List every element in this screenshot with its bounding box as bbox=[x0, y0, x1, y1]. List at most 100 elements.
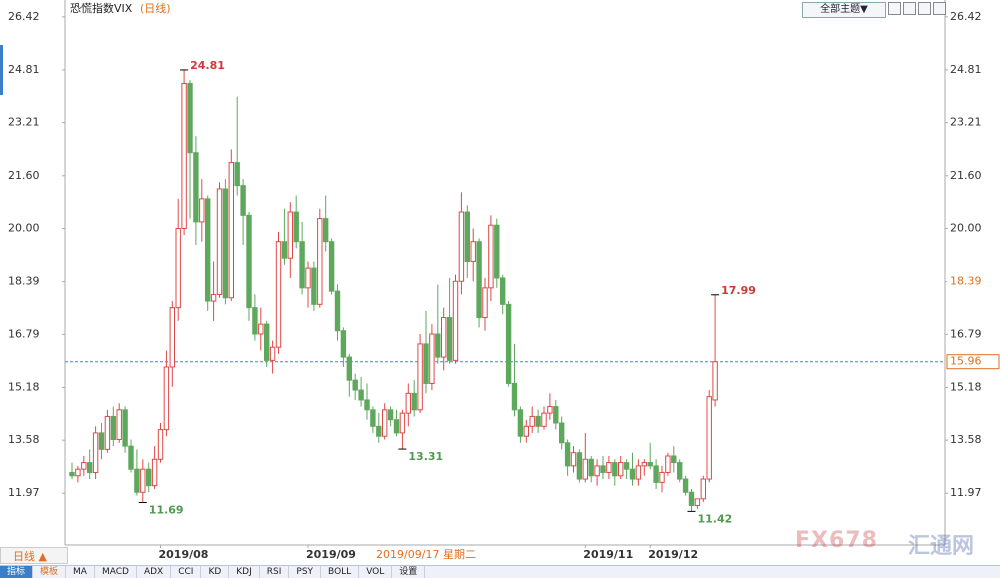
candle-body bbox=[417, 343, 423, 411]
tab[interactable]: KDJ bbox=[229, 566, 260, 578]
tab[interactable]: PSY bbox=[289, 566, 322, 578]
candle-body bbox=[500, 277, 506, 305]
y-tick-label: 24.81 bbox=[950, 63, 982, 76]
candle-body bbox=[122, 409, 128, 447]
candle-body bbox=[157, 429, 164, 460]
candle-body bbox=[364, 399, 370, 411]
candle-body bbox=[258, 323, 264, 335]
current-label: 15.96 bbox=[950, 355, 982, 368]
candle-body bbox=[370, 409, 376, 427]
x-tick-label: 2019/12 bbox=[648, 548, 698, 561]
y-tick-label: 18.39 bbox=[8, 275, 40, 288]
y-tick-label: 16.79 bbox=[8, 327, 40, 340]
candle-body bbox=[494, 224, 500, 279]
period-label: (日线) bbox=[140, 1, 171, 15]
candle-body bbox=[128, 445, 134, 470]
candle-body bbox=[476, 241, 482, 319]
candle-body bbox=[264, 323, 270, 361]
candle-body bbox=[600, 465, 606, 473]
y-tick-label: 21.60 bbox=[8, 169, 40, 182]
candle-body bbox=[488, 224, 494, 289]
tab[interactable]: 模板 bbox=[33, 566, 67, 578]
tab[interactable]: KD bbox=[201, 566, 230, 578]
x-tick-label: 2019/09 bbox=[306, 548, 356, 561]
tab[interactable]: MACD bbox=[95, 566, 137, 578]
y-tick-label: 16.79 bbox=[950, 327, 982, 340]
y-tick-label: 21.60 bbox=[950, 169, 982, 182]
tab[interactable]: RSI bbox=[260, 566, 290, 578]
tab[interactable]: 指标 bbox=[0, 566, 34, 578]
candle-body bbox=[323, 218, 329, 243]
candle-body bbox=[393, 419, 400, 434]
candle-body bbox=[694, 498, 701, 506]
background bbox=[0, 0, 1000, 565]
tab[interactable]: MA bbox=[66, 566, 95, 578]
candle-body bbox=[405, 392, 412, 414]
candle-body bbox=[181, 82, 187, 230]
candle-body bbox=[535, 415, 541, 427]
candle-body bbox=[458, 211, 465, 282]
tab[interactable]: CCI bbox=[171, 566, 202, 578]
candle-body bbox=[523, 425, 529, 437]
candle-body bbox=[328, 241, 335, 292]
tab[interactable]: VOL bbox=[359, 566, 393, 578]
candle-body bbox=[688, 491, 695, 506]
candle-body bbox=[382, 409, 388, 437]
candle-body bbox=[311, 267, 317, 305]
y-tick-label: 13.58 bbox=[8, 433, 40, 446]
candle-body bbox=[305, 267, 311, 289]
candle-body bbox=[529, 415, 535, 427]
candle-body bbox=[411, 392, 417, 411]
annotation-label: 24.81 bbox=[190, 59, 225, 72]
candle-body bbox=[700, 478, 706, 500]
candle-body bbox=[287, 211, 294, 259]
crosshair-tag bbox=[947, 274, 999, 289]
candle-body bbox=[429, 333, 435, 384]
candle-body bbox=[163, 366, 170, 431]
annotation-label: 11.69 bbox=[149, 503, 184, 516]
candle-body bbox=[104, 415, 111, 450]
tab-bar: 指标 模板 MA MACD ADX CCI KD KDJ RSI PSY BOLL VOL 设置 bbox=[0, 565, 1000, 578]
theme-button[interactable]: 全部主题▼ bbox=[802, 2, 886, 18]
watermark: 汇通网 bbox=[908, 534, 975, 559]
candle-body bbox=[216, 188, 223, 295]
candle-body bbox=[441, 317, 447, 358]
candle-body bbox=[269, 346, 276, 361]
icon[interactable] bbox=[888, 2, 901, 15]
candle-body bbox=[387, 409, 394, 421]
candle-body bbox=[594, 465, 600, 477]
candle-body bbox=[541, 412, 547, 427]
y-tick-label: 23.21 bbox=[8, 116, 40, 129]
candle-body bbox=[234, 162, 240, 187]
candle-body bbox=[293, 211, 299, 243]
y-tick-label: 15.18 bbox=[950, 380, 982, 393]
candle-body bbox=[435, 333, 441, 358]
tab[interactable]: 设置 bbox=[392, 566, 426, 578]
icon[interactable] bbox=[903, 2, 916, 15]
candle-body bbox=[612, 462, 618, 477]
current-tag bbox=[946, 354, 1000, 370]
x-tick-label: 2019/11 bbox=[583, 548, 633, 561]
candle-body bbox=[570, 452, 577, 467]
candle-body bbox=[210, 293, 217, 302]
chart-title: 恐慌指数VIX bbox=[70, 1, 133, 15]
candle-body bbox=[623, 462, 630, 470]
y-tick-label: 23.21 bbox=[950, 116, 982, 129]
icon[interactable] bbox=[933, 2, 946, 15]
candle-body bbox=[671, 455, 677, 464]
candle-body bbox=[240, 185, 246, 216]
y-tick-label: 11.97 bbox=[950, 486, 982, 499]
tab[interactable]: ADX bbox=[137, 566, 172, 578]
candle-body bbox=[647, 462, 653, 467]
period-selector[interactable]: 日线 ▲ bbox=[0, 547, 68, 564]
candle-body bbox=[110, 415, 116, 441]
y-tick-label: 11.97 bbox=[8, 486, 40, 499]
icon[interactable] bbox=[918, 2, 931, 15]
candle-body bbox=[222, 188, 229, 299]
watermark: FX678 bbox=[795, 528, 878, 553]
candle-body bbox=[199, 198, 205, 223]
crosshair-value: 18.39 bbox=[950, 275, 982, 288]
tab[interactable]: BOLL bbox=[321, 566, 360, 578]
candle-body bbox=[98, 432, 105, 450]
